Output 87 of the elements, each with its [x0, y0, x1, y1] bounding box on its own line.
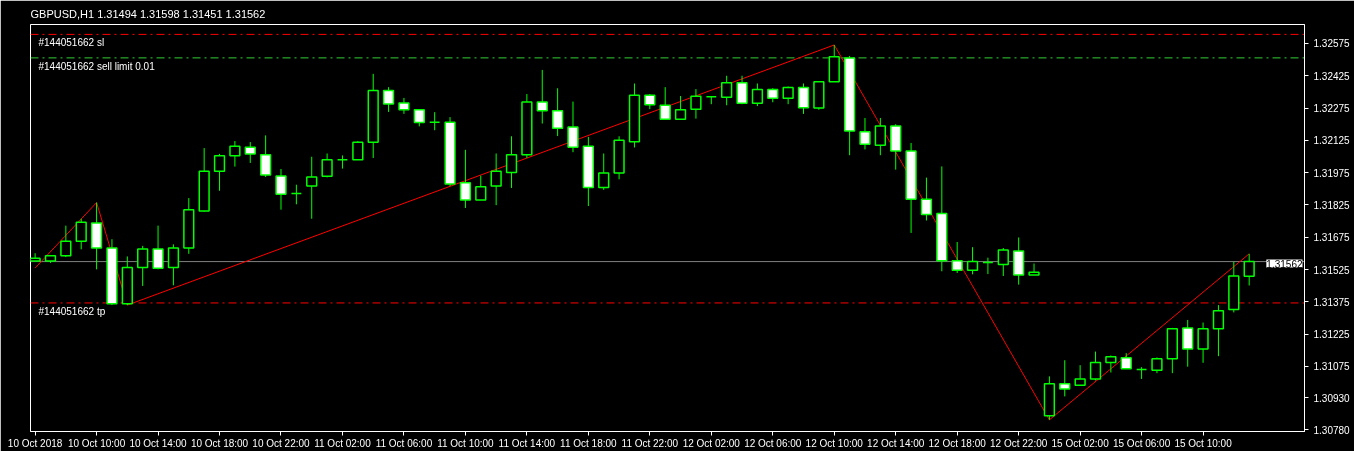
y-tick-label: 1.31525	[1313, 264, 1351, 276]
candlestick	[60, 225, 72, 258]
candlestick	[874, 117, 887, 156]
y-tick-label: 1.32275	[1313, 103, 1351, 115]
x-tick-label: 10 Oct 10:00	[67, 437, 126, 449]
x-tick-label: 11 Oct 22:00	[621, 437, 679, 449]
candlestick	[859, 117, 871, 150]
candlestick	[382, 86, 395, 113]
candlestick	[490, 152, 502, 206]
candlestick	[690, 88, 702, 120]
x-tick-label: 12 Oct 14:00	[867, 437, 925, 449]
ref-line-label: #144051662 sell limit 0.01	[38, 60, 156, 72]
candlestick	[75, 218, 87, 250]
candlestick	[736, 75, 748, 105]
x-tick-label: 15 Oct 10:00	[1174, 437, 1233, 449]
x-tick-label: 15 Oct 02:00	[1051, 437, 1110, 449]
x-tick-label: 10 Oct 14:00	[129, 437, 188, 449]
candlestick	[459, 149, 472, 209]
candlestick	[551, 87, 564, 137]
candlestick	[1105, 354, 1117, 373]
candlestick	[306, 156, 318, 220]
candlestick	[951, 241, 963, 274]
candlestick	[1012, 236, 1025, 286]
x-tick-label: 11 Oct 14:00	[498, 437, 556, 449]
y-tick-label: 1.31675	[1313, 232, 1351, 244]
candlestick	[567, 101, 579, 153]
x-tick-label: 10 Oct 18:00	[190, 437, 249, 449]
candlestick	[674, 95, 687, 120]
y-tick-label: 1.30930	[1313, 392, 1351, 404]
candlestick	[997, 247, 1009, 277]
candlestick	[920, 177, 933, 221]
candlestick	[1212, 304, 1225, 357]
x-tick-label: 11 Oct 06:00	[375, 437, 433, 449]
candlestick	[275, 168, 287, 211]
x-tick-label: 12 Oct 18:00	[928, 437, 987, 449]
y-tick-label: 1.32125	[1313, 135, 1351, 147]
x-tick-label: 11 Oct 10:00	[437, 437, 495, 449]
y-tick-label: 1.31225	[1313, 329, 1351, 341]
candlestick	[259, 134, 272, 178]
candlestick	[290, 184, 303, 205]
x-tick-label: 15 Oct 06:00	[1112, 437, 1171, 449]
x-tick-label: 11 Oct 02:00	[314, 437, 372, 449]
candlestick	[1059, 359, 1071, 397]
candlestick	[213, 153, 226, 192]
candlestick	[229, 140, 241, 168]
x-tick-label: 12 Oct 10:00	[805, 437, 864, 449]
x-tick-label: 12 Oct 06:00	[744, 437, 802, 449]
y-tick-label: 1.31975	[1313, 167, 1351, 179]
ref-line-label: #144051662 tp	[38, 305, 106, 317]
candlestick	[1182, 319, 1194, 368]
candlestick	[536, 69, 548, 125]
candlestick	[475, 175, 487, 201]
y-tick-label: 1.31825	[1313, 199, 1351, 211]
y-tick-label: 1.32425	[1313, 70, 1351, 82]
candlestick	[982, 257, 994, 275]
candlestick	[137, 245, 149, 287]
y-tick-label: 1.30780	[1313, 424, 1351, 436]
x-tick-label: 12 Oct 02:00	[682, 437, 741, 449]
y-tick-label: 1.31075	[1313, 361, 1351, 373]
candlestick	[336, 154, 349, 170]
candlestick	[797, 83, 810, 115]
chart-title: GBPUSD,H1 1.31494 1.31598 1.31451 1.31562	[30, 7, 266, 20]
x-tick-label: 11 Oct 18:00	[560, 437, 618, 449]
candlestick	[1028, 263, 1040, 276]
candlestick	[167, 243, 180, 286]
candlestick	[429, 111, 441, 131]
ref-line-label: #144051662 sl	[38, 37, 105, 49]
candlestick	[1089, 351, 1102, 381]
candlestick	[1197, 322, 1209, 364]
ref-line-label: 1.31562	[1266, 258, 1303, 270]
candlestick	[1074, 364, 1086, 387]
candlestick	[751, 83, 764, 107]
candlestick	[505, 135, 518, 189]
y-tick-label: 1.31375	[1313, 296, 1351, 308]
candlestick	[352, 140, 364, 161]
candlestick	[966, 246, 979, 275]
candlestick	[721, 75, 733, 106]
candlestick	[598, 152, 610, 191]
candlestick	[659, 86, 671, 120]
x-tick-label: 10 Oct 2018	[7, 437, 63, 449]
x-tick-label: 12 Oct 22:00	[990, 437, 1048, 449]
y-tick-label: 1.32575	[1313, 38, 1351, 50]
candlestick	[1135, 366, 1148, 380]
candlestick	[1243, 253, 1255, 286]
candlestick	[152, 225, 164, 270]
x-tick-label: 10 Oct 22:00	[252, 437, 311, 449]
candlestick	[244, 141, 256, 164]
